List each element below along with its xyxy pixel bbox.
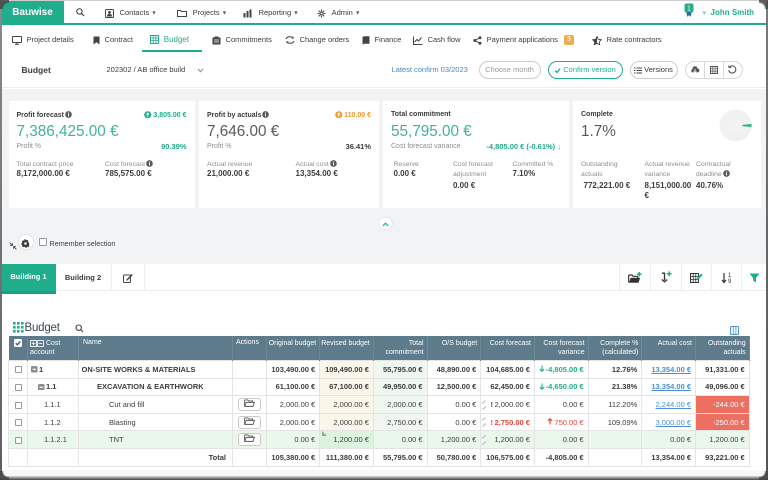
svg-text:9: 9	[728, 279, 732, 284]
svg-text:1: 1	[687, 5, 691, 12]
svg-text:1: 1	[728, 273, 732, 279]
